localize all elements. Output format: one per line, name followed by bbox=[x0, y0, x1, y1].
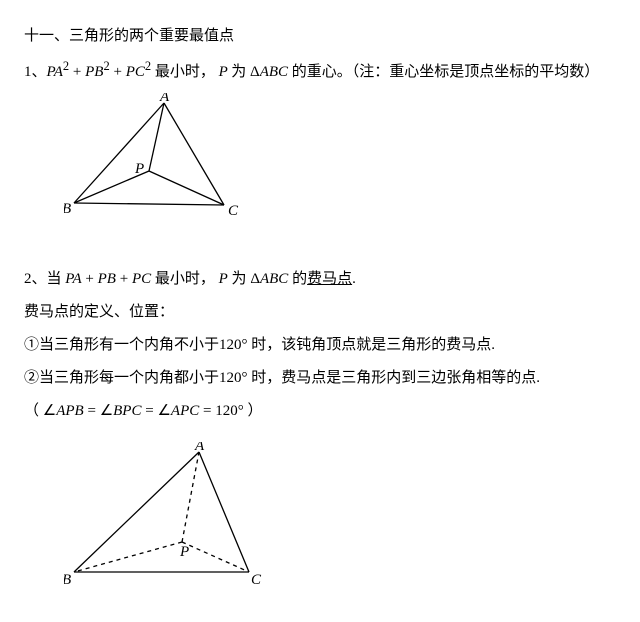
t: PB bbox=[85, 64, 103, 80]
t: PC bbox=[126, 64, 145, 80]
t: 时，该钝角顶点就是三角形的费马点. bbox=[248, 337, 496, 353]
item-2-line: 2、当 PA + PB + PC 最小时， P 为 ΔABC 的费马点. bbox=[24, 263, 616, 296]
spacer bbox=[24, 428, 616, 438]
fermat-angles-line: （ ∠APB = ∠BPC = ∠APC = 120° ） bbox=[24, 395, 616, 428]
t: ABC bbox=[260, 271, 288, 287]
t: P bbox=[219, 271, 228, 287]
t: 2、当 bbox=[24, 271, 65, 287]
t: ∠ bbox=[157, 403, 170, 419]
t: ②当三角形每一个内角都小于 bbox=[24, 370, 219, 386]
t: 最小时， bbox=[151, 271, 219, 287]
svg-text:P: P bbox=[179, 544, 189, 560]
t: 120° bbox=[219, 370, 248, 386]
section-title: 十一、三角形的两个重要最值点 bbox=[24, 20, 616, 53]
svg-text:C: C bbox=[228, 203, 239, 219]
t: ABC bbox=[260, 64, 288, 80]
t: + bbox=[69, 64, 85, 80]
t: + bbox=[110, 64, 126, 80]
figure-1-centroid: A B C P bbox=[64, 93, 264, 223]
t: P bbox=[215, 64, 231, 80]
item1-prefix: 1、 bbox=[24, 64, 47, 80]
svg-text:C: C bbox=[251, 572, 262, 588]
t: （ bbox=[24, 403, 43, 419]
t: ∠ bbox=[43, 403, 56, 419]
svg-text:P: P bbox=[134, 161, 144, 177]
t: ） bbox=[244, 403, 263, 419]
t: PB bbox=[98, 271, 116, 287]
svg-text:A: A bbox=[159, 93, 170, 105]
t: + bbox=[82, 271, 98, 287]
svg-text:A: A bbox=[194, 442, 205, 454]
fermat-underline: 费马点 bbox=[307, 271, 352, 287]
item-1-line: 1、PA2 + PB2 + PC2 最小时， P 为 ΔABC 的重心。（注：重… bbox=[24, 53, 616, 89]
t: 的 bbox=[288, 271, 307, 287]
t: 最小时， bbox=[151, 64, 215, 80]
t: . bbox=[352, 271, 356, 287]
spacer bbox=[24, 233, 616, 263]
t: ∠ bbox=[100, 403, 113, 419]
figure-2-fermat: A B C P bbox=[64, 442, 274, 592]
t: Δ bbox=[250, 64, 260, 80]
t: 为 bbox=[228, 271, 251, 287]
fermat-rule-1: ①当三角形有一个内角不小于120° 时，该钝角顶点就是三角形的费马点. bbox=[24, 329, 616, 362]
t: + bbox=[116, 271, 132, 287]
fermat-def-title: 费马点的定义、位置： bbox=[24, 296, 616, 329]
t: = bbox=[84, 403, 100, 419]
t: PA bbox=[65, 271, 81, 287]
t: 时，费马点是三角形内到三边张角相等的点. bbox=[248, 370, 541, 386]
t: 为 bbox=[231, 64, 250, 80]
t: PC bbox=[132, 271, 151, 287]
t: 的重心。（注：重心坐标是顶点坐标的平均数） bbox=[288, 64, 599, 80]
t: = bbox=[141, 403, 157, 419]
t: APC bbox=[171, 403, 199, 419]
svg-text:B: B bbox=[64, 572, 71, 588]
t: Δ bbox=[250, 271, 260, 287]
t: APB bbox=[56, 403, 84, 419]
fermat-rule-2: ②当三角形每一个内角都小于120° 时，费马点是三角形内到三边张角相等的点. bbox=[24, 362, 616, 395]
svg-text:B: B bbox=[64, 201, 71, 217]
t: 120° bbox=[219, 337, 248, 353]
t: BPC bbox=[113, 403, 141, 419]
t: PA bbox=[47, 64, 63, 80]
t: ①当三角形有一个内角不小于 bbox=[24, 337, 219, 353]
t: = 120° bbox=[199, 403, 243, 419]
